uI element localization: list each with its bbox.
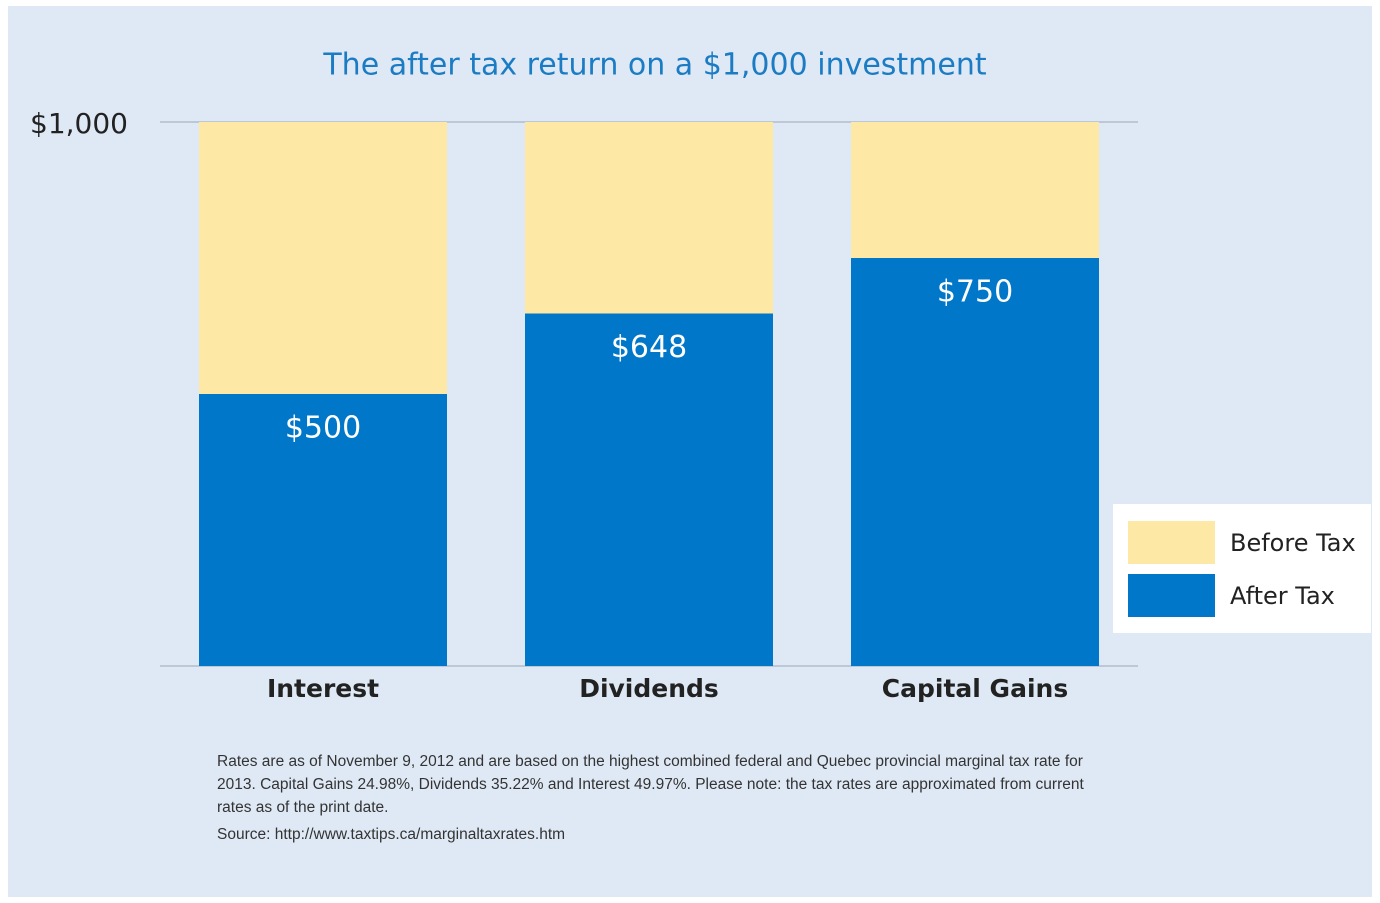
legend: Before Tax After Tax — [1113, 504, 1371, 633]
y-tick-label: $1,000 — [30, 107, 128, 140]
legend-label: Before Tax — [1230, 529, 1356, 557]
legend-swatch — [1128, 574, 1215, 617]
value-label: $750 — [937, 275, 1013, 310]
value-label: $648 — [611, 330, 687, 365]
bar-segment — [199, 122, 447, 394]
bar-segment — [851, 122, 1099, 258]
source-label: Source: — [217, 826, 271, 843]
bar-segment — [525, 122, 773, 314]
chart-title: The after tax return on a $1,000 investm… — [322, 48, 987, 83]
footnote: Rates are as of November 9, 2012 and are… — [217, 753, 1084, 816]
legend-swatch — [1128, 521, 1215, 564]
value-label: $500 — [285, 411, 361, 446]
bar-segment — [851, 258, 1099, 666]
source-url: http://www.taxtips.ca/marginaltaxrates.h… — [274, 826, 566, 843]
bar-segment — [199, 394, 447, 666]
x-tick-label: Capital Gains — [882, 674, 1068, 703]
x-tick-label: Interest — [267, 674, 379, 703]
legend-label: After Tax — [1230, 582, 1335, 610]
footnote-block: Rates are as of November 9, 2012 and are… — [217, 750, 1097, 846]
source: Source: http://www.taxtips.ca/marginalta… — [217, 823, 1097, 846]
x-tick-label: Dividends — [579, 674, 719, 703]
bar-segment — [525, 313, 773, 666]
